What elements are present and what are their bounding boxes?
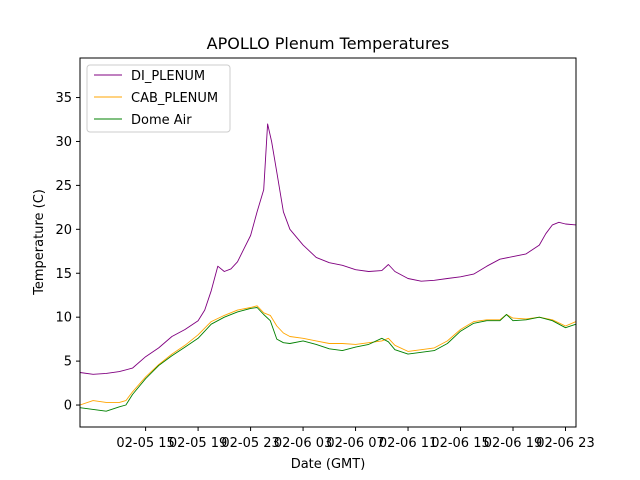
x-axis-label: Date (GMT) (291, 457, 366, 472)
x-tick-label: 02-05 19 (169, 436, 227, 451)
y-axis-label: Temperature (C) (32, 189, 47, 296)
x-tick-label: 02-05 15 (116, 436, 174, 451)
y-tick-label: 30 (55, 135, 72, 150)
plot-frame (79, 57, 577, 428)
series-line-di-plenum (79, 123, 577, 375)
series-line-dome-air (79, 307, 577, 412)
y-tick-label: 15 (55, 267, 72, 282)
chart-title: APOLLO Plenum Temperatures (207, 34, 450, 53)
series-line-cab-plenum (79, 305, 577, 406)
x-tick-label: 02-05 23 (221, 436, 279, 451)
x-tick-label: 02-06 03 (274, 436, 332, 451)
legend-box (86, 64, 231, 133)
legend-label-di-plenum: DI_PLENUM (131, 69, 205, 84)
x-tick-label: 02-06 23 (536, 436, 594, 451)
y-tick-label: 10 (55, 311, 72, 326)
legend: DI_PLENUM CAB_PLENUM Dome Air (86, 64, 231, 133)
x-tick-label: 02-06 15 (431, 436, 489, 451)
legend-label-cab-plenum: CAB_PLENUM (131, 91, 218, 106)
x-tick-label: 02-06 11 (379, 436, 437, 451)
y-tick-label: 35 (55, 91, 72, 106)
y-tick-label: 20 (55, 223, 72, 238)
x-tick-label: 02-06 19 (484, 436, 542, 451)
y-axis: 0 5 10 15 20 25 30 35 (55, 91, 80, 414)
legend-label-dome-air: Dome Air (131, 113, 192, 128)
series-layer (79, 123, 577, 412)
y-tick-label: 0 (64, 399, 72, 414)
x-tick-label: 02-06 07 (326, 436, 384, 451)
y-tick-label: 25 (55, 179, 72, 194)
y-tick-label: 5 (64, 355, 72, 370)
